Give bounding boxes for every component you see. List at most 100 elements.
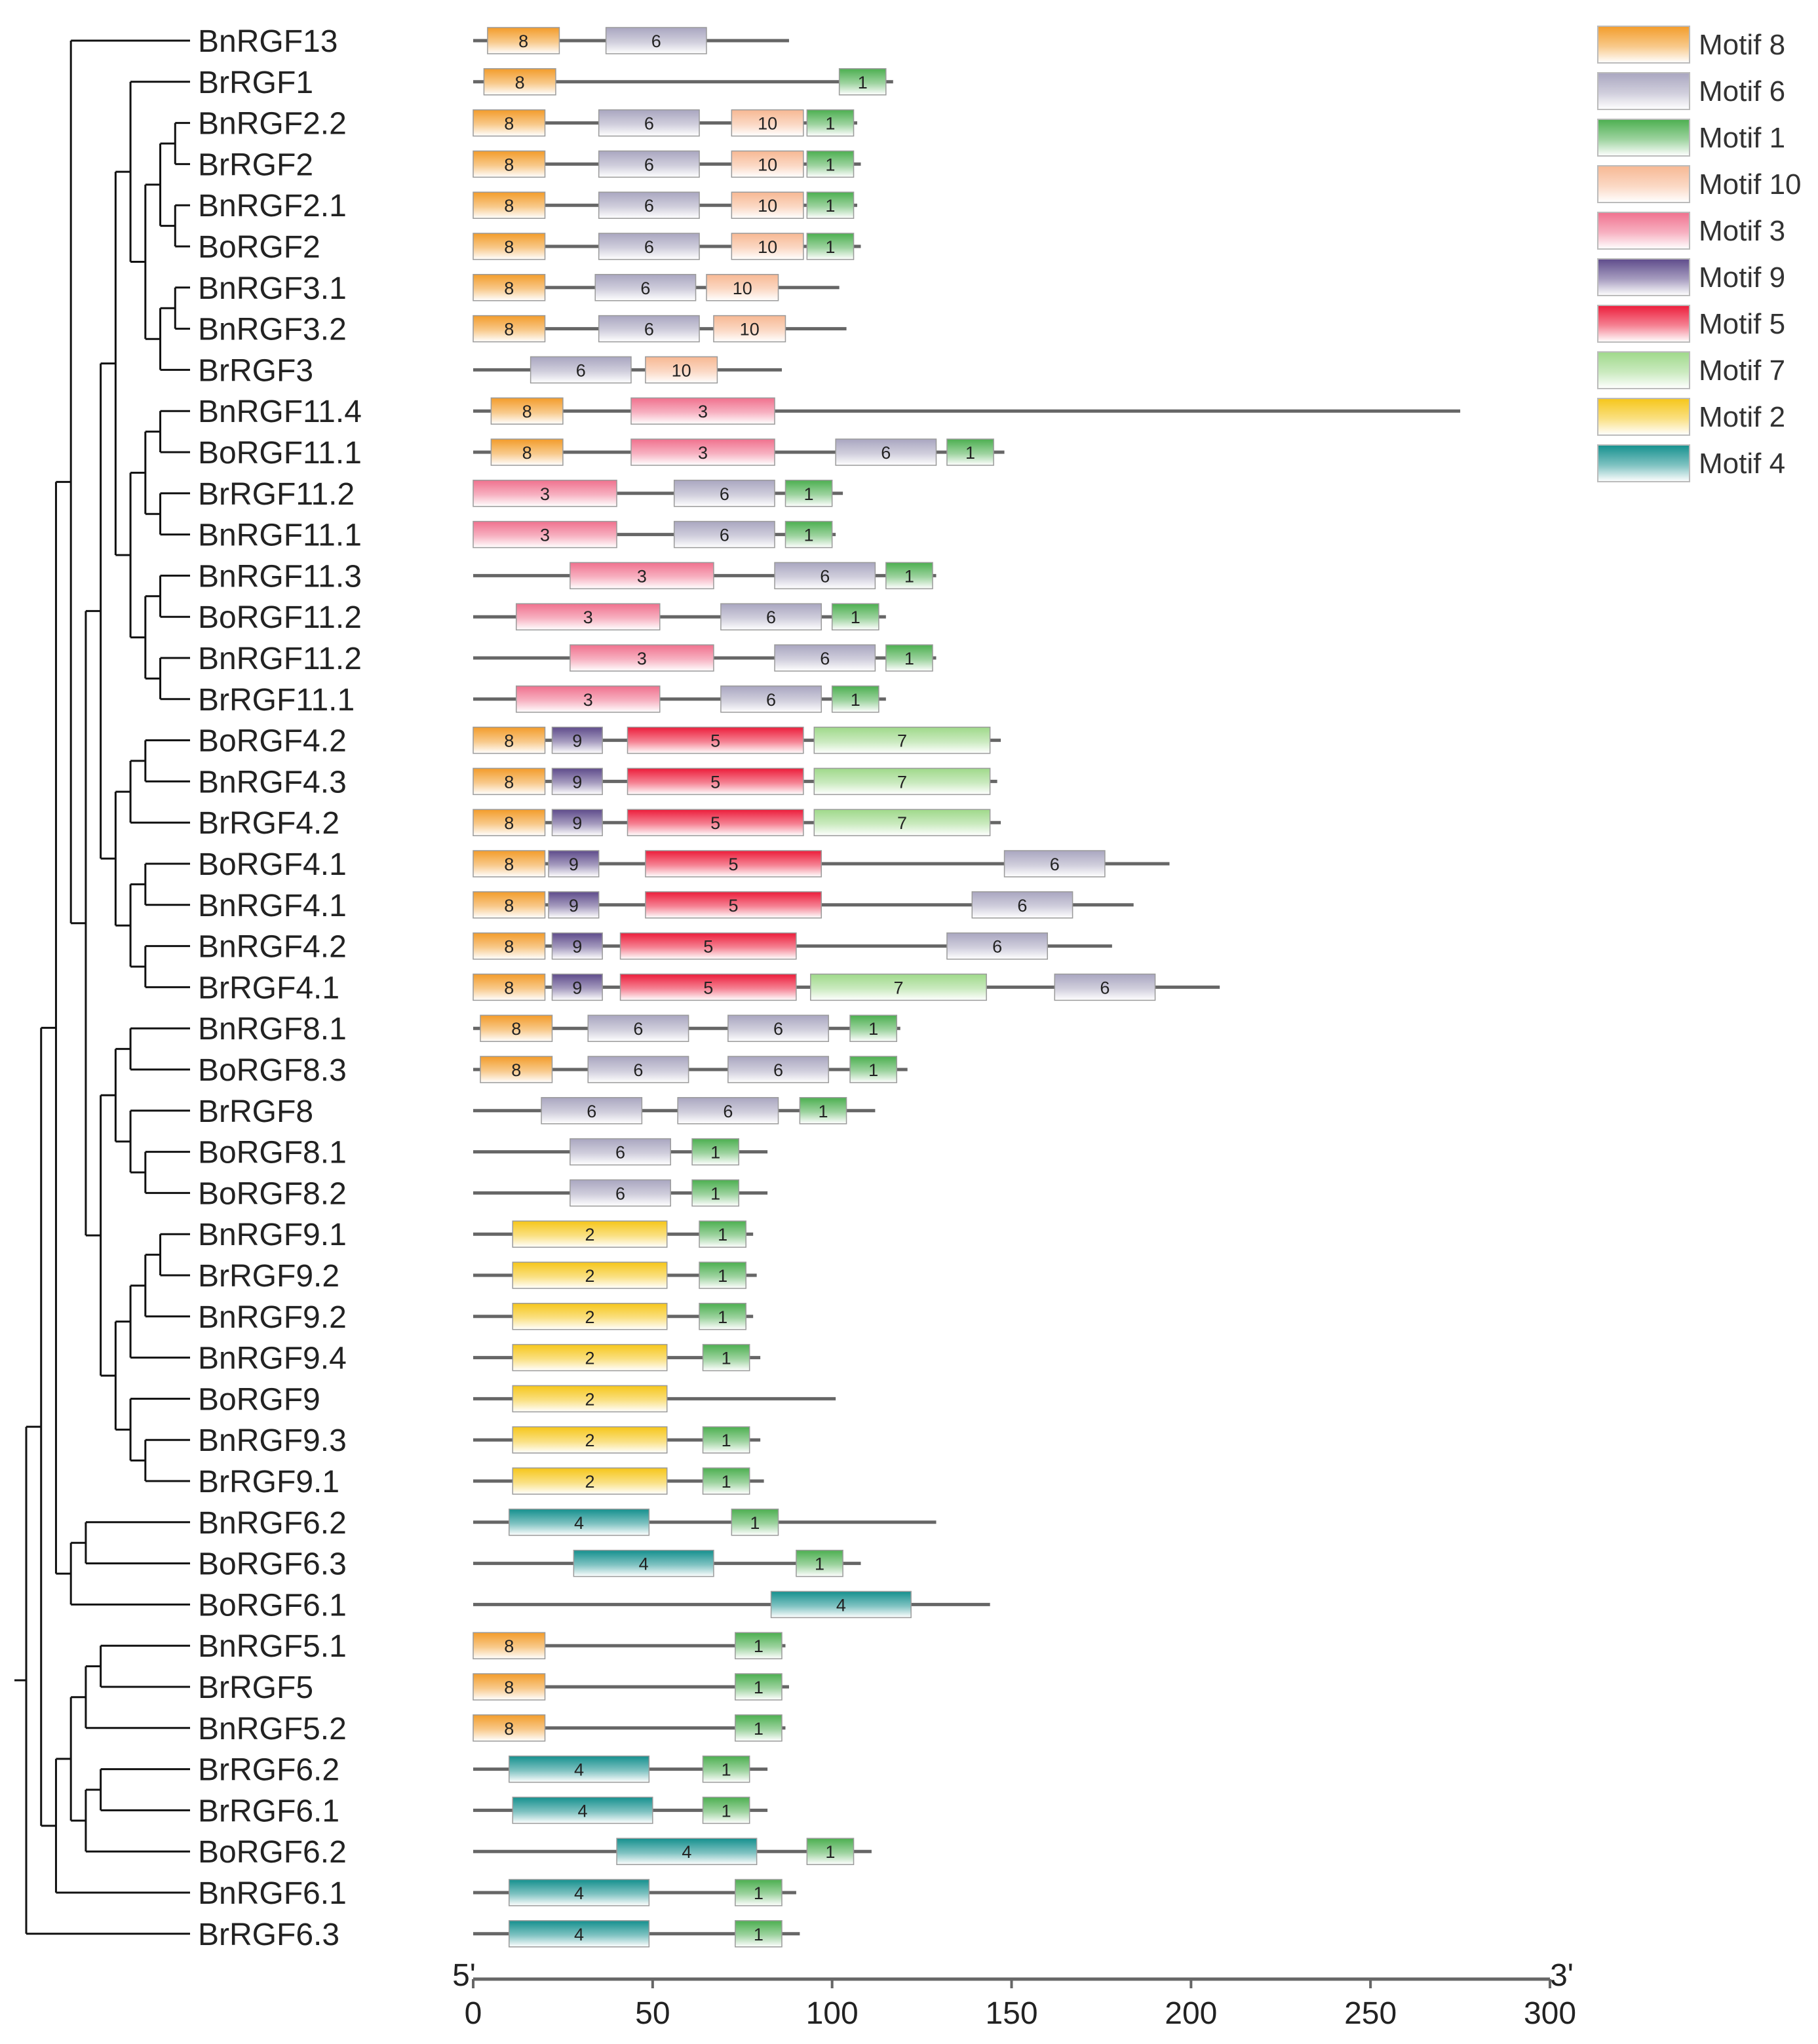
- gene-label: BnRGF5.1: [198, 1629, 347, 1664]
- motif-box: [702, 1343, 750, 1372]
- motif-box-label: 8: [504, 155, 514, 174]
- motif-box: [946, 932, 1049, 960]
- motif-box: [598, 315, 700, 343]
- motif-box-label: 1: [858, 73, 868, 92]
- motif-box-label: 7: [897, 813, 907, 833]
- gene-label: BnRGF4.2: [198, 930, 347, 965]
- gene-track: 3 6 1: [473, 562, 937, 590]
- gene-label: BrRGF9.1: [198, 1465, 339, 1499]
- motif-box: [570, 1138, 671, 1166]
- motif-box-label: 1: [965, 443, 975, 463]
- motif-box: [835, 438, 937, 466]
- motif-box: [630, 438, 775, 466]
- gene-track: 2: [473, 1385, 836, 1413]
- motif-box: [810, 973, 987, 1001]
- axis-tick-label: 50: [635, 1996, 670, 2031]
- motif-box-label: 4: [682, 1842, 691, 1862]
- motif-box-label: 1: [722, 1760, 731, 1780]
- motif-box-label: 6: [587, 1102, 596, 1121]
- motif-box-label: 10: [758, 114, 777, 134]
- motif-box-label: 7: [897, 772, 907, 792]
- legend-swatch: [1597, 398, 1690, 436]
- gene-label: BoRGF11.2: [198, 600, 362, 635]
- motif-box-label: 8: [504, 772, 514, 792]
- motif-box-label: 1: [710, 1184, 720, 1203]
- motif-box: [731, 150, 804, 178]
- gene-label: BrRGF4.1: [198, 971, 339, 1005]
- x-axis: 0 50 100 150 200 250 300 5' 3': [452, 1958, 1576, 2031]
- motif-box-label: 8: [504, 1719, 514, 1739]
- motif-box-label: 6: [820, 649, 830, 668]
- motif-box: [831, 685, 880, 713]
- phylogenetic-tree: [14, 39, 190, 1935]
- motif-box: [480, 1056, 553, 1083]
- motif-box-label: 5: [703, 937, 713, 957]
- axis-tick-label: 200: [1165, 1996, 1217, 2031]
- gene-label: BoRGF9: [198, 1382, 320, 1417]
- motif-box: [796, 1549, 843, 1577]
- motif-box: [483, 68, 556, 96]
- motif-box-label: 8: [504, 237, 514, 257]
- gene-label: BoRGF6.3: [198, 1547, 347, 1582]
- axis-end-label: 3': [1550, 1958, 1574, 1993]
- motif-box: [473, 150, 546, 178]
- gene-track: 8 9 5 6: [473, 932, 1112, 960]
- motif-box-label: 6: [720, 526, 729, 545]
- legend: Motif 8 Motif 6 Motif 1 Motif 10 Motif 3 Moti…: [1597, 26, 1802, 482]
- motif-box: [512, 1467, 668, 1495]
- motif-box-label: 8: [504, 1636, 514, 1656]
- motif-box: [551, 932, 603, 960]
- motif-box: [587, 1056, 689, 1083]
- gene-track: 8 6 6 1: [473, 1056, 908, 1083]
- motif-box-label: 6: [881, 443, 891, 463]
- motif-box-label: 10: [740, 320, 760, 339]
- gene-label: BoRGF8.2: [198, 1176, 347, 1211]
- motif-box-label: 6: [644, 196, 654, 216]
- motif-box-label: 3: [637, 566, 647, 586]
- motif-box: [813, 767, 991, 796]
- motif-box: [512, 1796, 653, 1824]
- motif-box: [473, 850, 546, 877]
- motif-box: [691, 1138, 740, 1166]
- motif-box: [702, 1796, 750, 1824]
- motif-box: [473, 233, 546, 260]
- motif-box-label: 8: [504, 279, 514, 298]
- motif-box-label: 5: [729, 896, 739, 916]
- motif-box-label: 3: [698, 443, 708, 463]
- motif-box: [720, 603, 822, 630]
- motif-box-label: 6: [644, 320, 654, 339]
- motif-box-label: 8: [511, 1060, 521, 1080]
- motif-box-label: 8: [518, 31, 528, 51]
- motif-box-label: 8: [504, 937, 514, 957]
- motif-box-label: 7: [893, 978, 903, 997]
- motif-box: [473, 726, 546, 754]
- gene-label: BnRGF3.2: [198, 313, 347, 347]
- motif-box: [551, 973, 603, 1001]
- motif-box-label: 6: [644, 114, 654, 134]
- motif-box-label: 9: [572, 731, 582, 751]
- motif-box-label: 8: [504, 978, 514, 997]
- motif-box: [813, 726, 991, 754]
- gene-label: BnRGF2.2: [198, 107, 347, 142]
- motif-box-label: 1: [754, 1678, 764, 1697]
- motif-box: [1054, 973, 1156, 1001]
- motif-box-label: 10: [733, 279, 752, 298]
- motif-box: [570, 562, 714, 590]
- legend-swatch: [1597, 212, 1690, 250]
- motif-box-label: 1: [868, 1019, 878, 1039]
- motif-box: [946, 438, 994, 466]
- legend-label: Motif 9: [1699, 261, 1785, 294]
- gene-label: BoRGF4.2: [198, 724, 347, 759]
- motif-box: [605, 27, 707, 54]
- gene-track: 3 6 1: [473, 685, 886, 713]
- axis-tick-label: 150: [985, 1996, 1037, 2031]
- motif-box: [849, 1014, 897, 1042]
- motif-box-label: 4: [574, 1883, 584, 1903]
- motif-box-label: 6: [633, 1019, 643, 1039]
- gene-label: BnRGF5.2: [198, 1712, 347, 1746]
